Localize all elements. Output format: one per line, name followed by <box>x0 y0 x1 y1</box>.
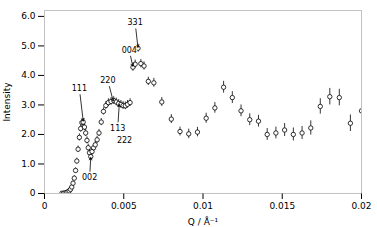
svg-text:111: 111 <box>72 84 87 93</box>
svg-text:0.02: 0.02 <box>351 201 371 211</box>
svg-text:1.0: 1.0 <box>21 159 36 169</box>
svg-text:002: 002 <box>82 173 97 182</box>
svg-text:5.0: 5.0 <box>21 41 36 51</box>
svg-text:6.0: 6.0 <box>21 11 36 21</box>
svg-text:0.015: 0.015 <box>269 201 295 211</box>
svg-text:113: 113 <box>110 124 125 133</box>
svg-text:3.0: 3.0 <box>21 100 36 110</box>
svg-text:0.005: 0.005 <box>111 201 137 211</box>
svg-text:220: 220 <box>100 76 115 85</box>
svg-text:Intensity: Intensity <box>2 82 12 122</box>
svg-text:331: 331 <box>128 18 143 27</box>
svg-text:0: 0 <box>42 201 48 211</box>
svg-text:4.0: 4.0 <box>21 70 36 80</box>
svg-text:222: 222 <box>117 136 132 145</box>
svg-text:Q / Å⁻¹: Q / Å⁻¹ <box>188 216 219 227</box>
svg-text:2.0: 2.0 <box>21 129 36 139</box>
svg-text:004: 004 <box>122 46 137 55</box>
svg-text:0.01: 0.01 <box>193 201 213 211</box>
svg-text:0: 0 <box>30 188 36 198</box>
